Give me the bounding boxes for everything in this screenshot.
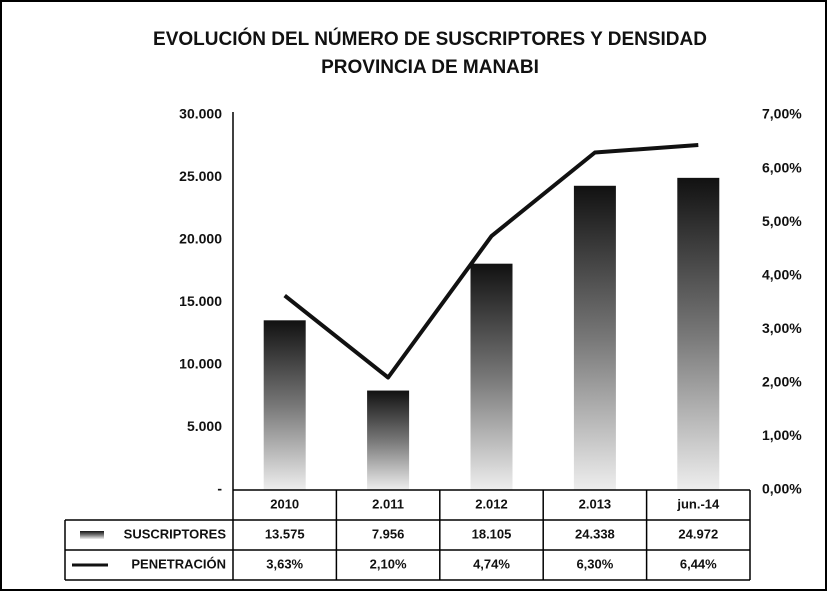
data-label: 6,44% bbox=[680, 556, 717, 571]
bar bbox=[367, 390, 410, 490]
data-label: 6,30% bbox=[576, 556, 613, 571]
data-label: 2,10% bbox=[370, 556, 407, 571]
chart-title: EVOLUCIÓN DEL NÚMERO DE SUSCRIPTORES Y D… bbox=[153, 28, 707, 50]
data-label: 18.105 bbox=[472, 526, 512, 541]
x-tick-label: 2010 bbox=[270, 496, 299, 511]
legend-label: SUSCRIPTORES bbox=[124, 526, 227, 541]
y2-tick-label: 5,00% bbox=[762, 213, 802, 229]
y-tick-label: - bbox=[217, 481, 222, 497]
y-tick-label: 30.000 bbox=[179, 106, 222, 122]
x-tick-label: 2.011 bbox=[372, 496, 404, 511]
y-tick-label: 20.000 bbox=[179, 231, 222, 247]
y2-tick-label: 1,00% bbox=[762, 427, 802, 443]
data-label: 13.575 bbox=[265, 526, 305, 541]
chart-subtitle: PROVINCIA DE MANABI bbox=[321, 57, 539, 78]
y-tick-label: 10.000 bbox=[179, 356, 222, 372]
bar bbox=[470, 263, 513, 490]
x-tick-label: jun.-14 bbox=[676, 496, 720, 511]
y2-tick-label: 7,00% bbox=[762, 106, 802, 122]
legend-key bbox=[80, 531, 104, 539]
data-label: 24.972 bbox=[678, 526, 718, 541]
y2-tick-label: 6,00% bbox=[762, 159, 802, 175]
y2-tick-label: 2,00% bbox=[762, 374, 802, 390]
legend-label: PENETRACIÓN bbox=[131, 556, 226, 571]
data-label: 4,74% bbox=[473, 556, 510, 571]
bar bbox=[263, 320, 306, 490]
y2-tick-label: 4,00% bbox=[762, 266, 802, 282]
x-tick-label: 2.012 bbox=[475, 496, 508, 511]
data-label: 3,63% bbox=[266, 556, 303, 571]
x-tick-label: 2.013 bbox=[579, 496, 612, 511]
y-tick-label: 25.000 bbox=[179, 168, 222, 184]
y2-tick-label: 3,00% bbox=[762, 320, 802, 336]
y-tick-label: 5.000 bbox=[187, 418, 222, 434]
bar bbox=[677, 177, 720, 490]
bar bbox=[573, 185, 616, 490]
data-label: 7.956 bbox=[372, 526, 405, 541]
y-tick-label: 15.000 bbox=[179, 293, 222, 309]
line bbox=[283, 143, 699, 380]
y2-tick-label: 0,00% bbox=[762, 481, 802, 497]
data-label: 24.338 bbox=[575, 526, 615, 541]
